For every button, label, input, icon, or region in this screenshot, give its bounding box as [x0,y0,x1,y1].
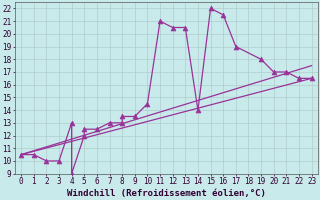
X-axis label: Windchill (Refroidissement éolien,°C): Windchill (Refroidissement éolien,°C) [67,189,266,198]
